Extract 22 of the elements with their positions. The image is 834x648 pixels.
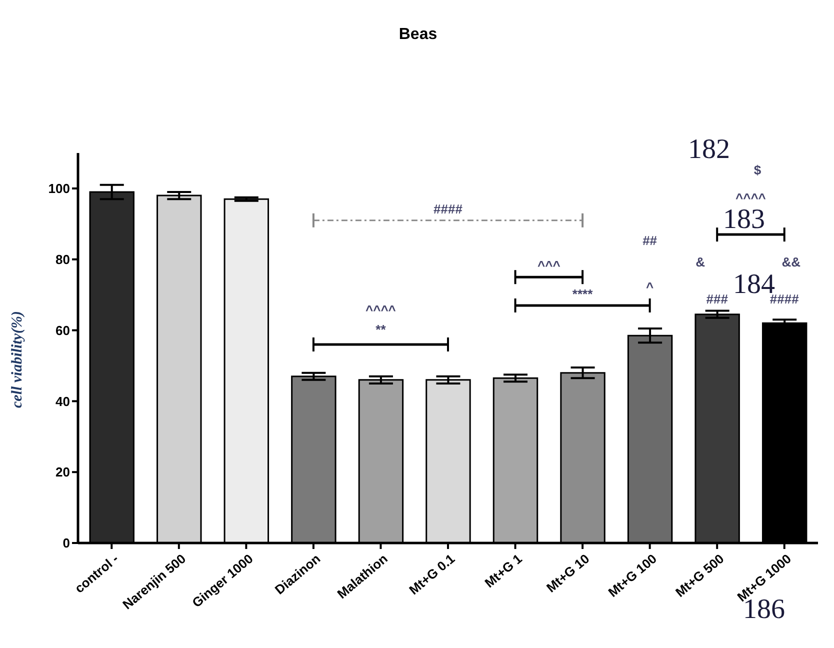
annotation: #### xyxy=(434,201,464,216)
y-tick-label: 80 xyxy=(56,252,70,267)
annotation: ## xyxy=(642,233,658,248)
annotation: 183 xyxy=(723,204,765,235)
annotation: ^^^^ xyxy=(736,190,766,206)
y-axis-title: cell viability(%) xyxy=(9,310,26,408)
y-tick-label: 100 xyxy=(48,181,70,196)
annotation: && xyxy=(782,254,800,270)
y-tick-label: 40 xyxy=(56,394,70,409)
annotation: 182 xyxy=(688,134,730,165)
annotation: $ xyxy=(754,162,762,178)
y-tick-label: 60 xyxy=(56,322,70,338)
annotation: ** xyxy=(376,322,387,337)
y-tick-label: 20 xyxy=(56,464,70,480)
annotation: & xyxy=(696,254,705,270)
chart-title: Beas xyxy=(398,26,438,44)
annotation: ^ xyxy=(646,279,654,294)
annotation: **** xyxy=(572,286,594,302)
y-tick-label: 0 xyxy=(62,536,70,551)
annotation: ### xyxy=(706,292,729,307)
annotation: ^^^^ xyxy=(366,302,396,318)
annotation: ^^^ xyxy=(538,258,561,273)
